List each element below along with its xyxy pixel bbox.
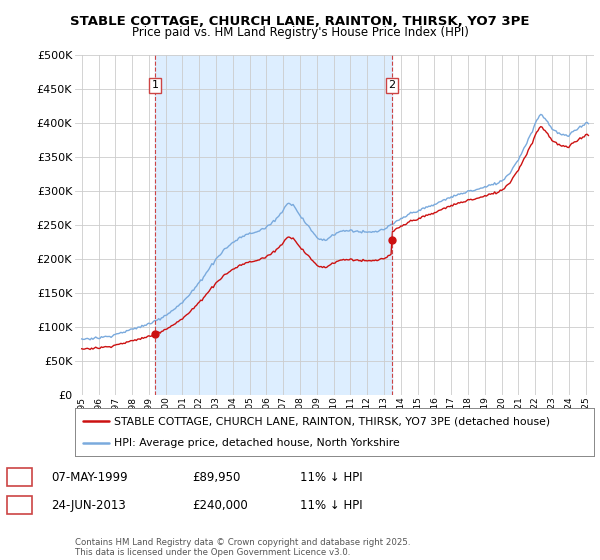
Text: 2: 2 (388, 81, 395, 91)
Text: STABLE COTTAGE, CHURCH LANE, RAINTON, THIRSK, YO7 3PE (detached house): STABLE COTTAGE, CHURCH LANE, RAINTON, TH… (114, 416, 550, 426)
Text: 11% ↓ HPI: 11% ↓ HPI (300, 498, 362, 512)
Bar (155, 55, 392, 395)
Text: 1: 1 (16, 470, 23, 484)
Text: 24-JUN-2013: 24-JUN-2013 (51, 498, 126, 512)
Text: STABLE COTTAGE, CHURCH LANE, RAINTON, THIRSK, YO7 3PE: STABLE COTTAGE, CHURCH LANE, RAINTON, TH… (70, 15, 530, 27)
Text: 11% ↓ HPI: 11% ↓ HPI (300, 470, 362, 484)
Text: Contains HM Land Registry data © Crown copyright and database right 2025.
This d: Contains HM Land Registry data © Crown c… (75, 538, 410, 557)
Text: HPI: Average price, detached house, North Yorkshire: HPI: Average price, detached house, Nort… (114, 438, 400, 448)
Text: 2: 2 (16, 498, 23, 512)
Text: Price paid vs. HM Land Registry's House Price Index (HPI): Price paid vs. HM Land Registry's House … (131, 26, 469, 39)
Text: 07-MAY-1999: 07-MAY-1999 (51, 470, 128, 484)
Text: 1: 1 (151, 81, 158, 91)
Text: £89,950: £89,950 (192, 470, 241, 484)
Text: £240,000: £240,000 (192, 498, 248, 512)
